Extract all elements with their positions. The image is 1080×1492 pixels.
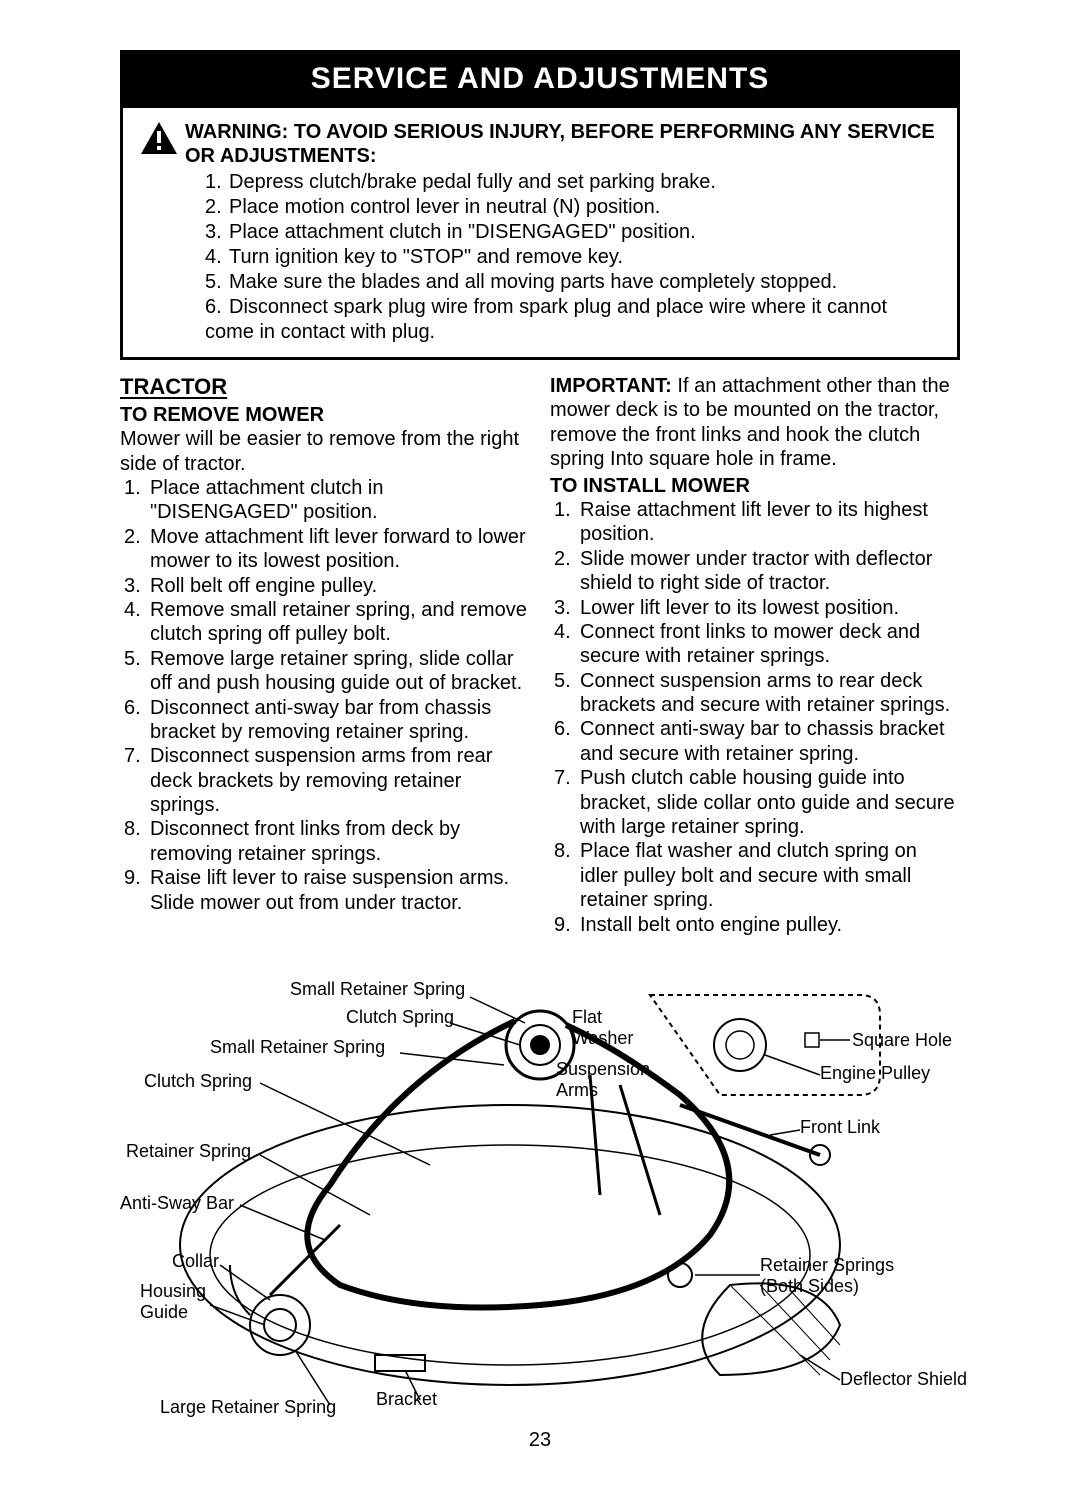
label-deflector-shield: Deflector Shield [840,1369,967,1390]
install-mower-heading: TO INSTALL MOWER [550,474,960,498]
label-small-retainer-spring-top: Small Retainer Spring [290,979,465,1000]
label-suspension-arms-l2: Arms [556,1080,598,1100]
label-housing-guide-l1: Housing [140,1281,206,1301]
warning-item: 5.Make sure the blades and all moving pa… [205,270,941,295]
left-column: TRACTOR TO REMOVE MOWER Mower will be ea… [120,374,530,937]
label-bracket: Bracket [376,1389,437,1410]
list-item: 9.Install belt onto engine pulley. [554,913,960,937]
label-suspension-arms: Suspension Arms [556,1059,650,1101]
label-housing-guide: Housing Guide [140,1281,206,1323]
important-note: IMPORTANT: If an attachment other than t… [550,374,960,472]
label-flat-washer: Flat Washer [572,1007,633,1049]
list-item: 5.Remove large retainer spring, slide co… [124,647,530,696]
label-engine-pulley: Engine Pulley [820,1063,930,1084]
label-front-link: Front Link [800,1117,880,1138]
list-item: 2.Slide mower under tractor with deflect… [554,547,960,596]
label-square-hole: Square Hole [852,1030,952,1051]
label-retainer-spring-left: Retainer Spring [126,1141,251,1162]
mower-diagram: Small Retainer Spring Clutch Spring Smal… [120,955,960,1425]
remove-mower-heading: TO REMOVE MOWER [120,403,530,427]
label-clutch-spring-top: Clutch Spring [346,1007,454,1028]
list-item: 1.Place attachment clutch in "DISENGAGED… [124,476,530,525]
label-retainer-springs-l1: Retainer Springs [760,1255,894,1275]
warning-item: 4.Turn ignition key to "STOP" and remove… [205,245,941,270]
warning-item: 2.Place motion control lever in neutral … [205,195,941,220]
list-item: 4.Remove small retainer spring, and remo… [124,598,530,647]
label-clutch-spring-left: Clutch Spring [144,1071,252,1092]
content-columns: TRACTOR TO REMOVE MOWER Mower will be ea… [120,374,960,937]
warning-item: 6.Disconnect spark plug wire from spark … [205,295,941,345]
page-number: 23 [120,1429,960,1452]
list-item: 4.Connect front links to mower deck and … [554,620,960,669]
list-item: 8.Disconnect front links from deck by re… [124,817,530,866]
remove-mower-intro: Mower will be easier to remove from the … [120,427,530,476]
warning-heading: WARNING: TO AVOID SERIOUS INJURY, BEFORE… [185,120,941,168]
list-item: 8.Place flat washer and clutch spring on… [554,839,960,912]
tractor-heading: TRACTOR [120,374,530,401]
label-flat-washer-l1: Flat [572,1007,602,1027]
warning-item: 3.Place attachment clutch in "DISENGAGED… [205,220,941,245]
list-item: 7.Push clutch cable housing guide into b… [554,766,960,839]
label-suspension-arms-l1: Suspension [556,1059,650,1079]
list-item: 5.Connect suspension arms to rear deck b… [554,669,960,718]
label-small-retainer-spring-left: Small Retainer Spring [210,1037,385,1058]
important-label: IMPORTANT: [550,375,672,397]
label-flat-washer-l2: Washer [572,1028,633,1048]
page-header: SERVICE AND ADJUSTMENTS [120,50,960,108]
remove-mower-list: 1.Place attachment clutch in "DISENGAGED… [120,476,530,915]
list-item: 3.Roll belt off engine pulley. [124,574,530,598]
label-collar: Collar [172,1251,219,1272]
label-retainer-springs: Retainer Springs (Both Sides) [760,1255,894,1297]
warning-box: WARNING: TO AVOID SERIOUS INJURY, BEFORE… [120,108,960,360]
right-column: IMPORTANT: If an attachment other than t… [550,374,960,937]
warning-list: 1.Depress clutch/brake pedal fully and s… [139,170,941,345]
list-item: 2.Move attachment lift lever forward to … [124,525,530,574]
label-large-retainer-spring: Large Retainer Spring [160,1397,336,1418]
label-housing-guide-l2: Guide [140,1302,188,1322]
warning-triangle-icon [139,120,179,156]
diagram-illustration [120,955,960,1425]
label-anti-sway-bar: Anti-Sway Bar [120,1193,234,1214]
list-item: 3.Lower lift lever to its lowest positio… [554,596,960,620]
list-item: 6.Connect anti-sway bar to chassis brack… [554,717,960,766]
list-item: 6.Disconnect anti-sway bar from chassis … [124,696,530,745]
list-item: 7.Disconnect suspension arms from rear d… [124,744,530,817]
list-item: 9.Raise lift lever to raise suspension a… [124,866,530,915]
list-item: 1.Raise attachment lift lever to its hig… [554,498,960,547]
install-mower-list: 1.Raise attachment lift lever to its hig… [550,498,960,937]
label-retainer-springs-l2: (Both Sides) [760,1276,859,1296]
warning-item: 1.Depress clutch/brake pedal fully and s… [205,170,941,195]
